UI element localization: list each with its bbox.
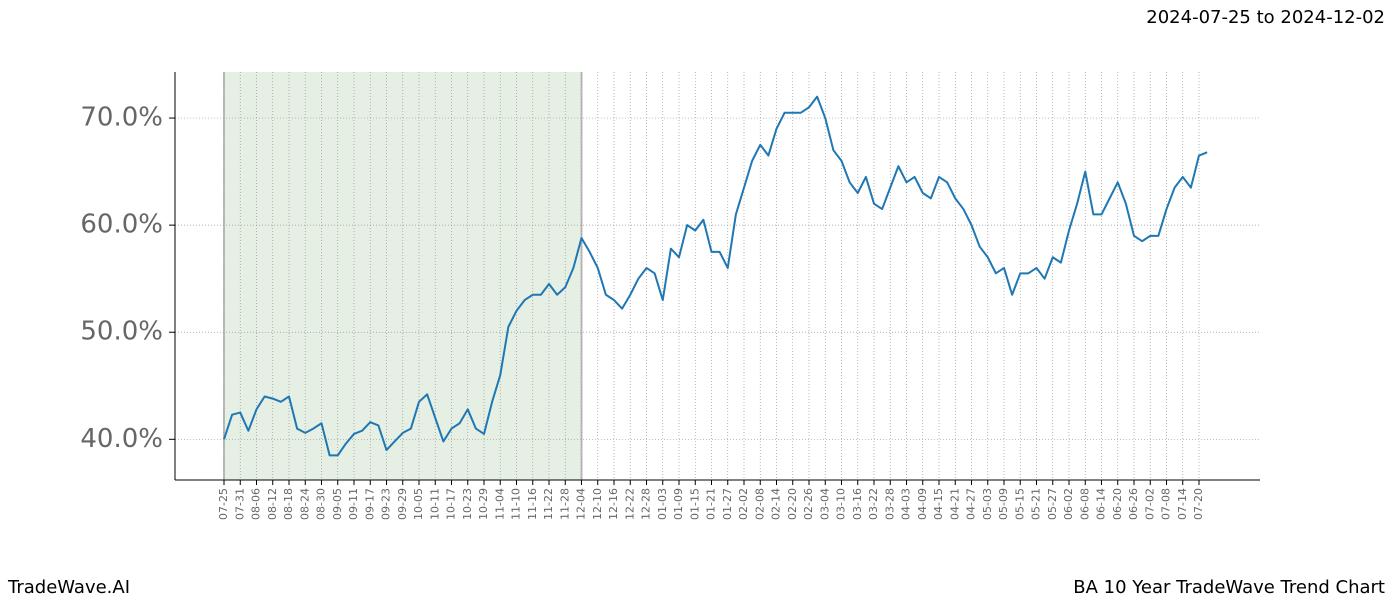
trend-line [223,95,1208,457]
x-tick-label: 03-28 [883,488,896,520]
x-tick-label: 07-14 [1176,488,1189,520]
x-tick-label: 09-05 [331,488,344,520]
x-tick-label: 10-29 [477,488,490,520]
x-tick-label: 09-23 [380,488,393,520]
x-tick-label: 12-04 [575,488,588,520]
y-tick-label: 50.0% [80,317,163,347]
x-tick-label: 10-23 [461,488,474,520]
x-tick-label: 07-25 [217,488,230,520]
y-tick-label: 70.0% [80,103,163,133]
x-tick-label: 10-17 [445,488,458,520]
x-tick-label: 07-31 [233,488,246,520]
x-tick-label: 03-22 [867,488,880,520]
x-tick-label: 02-02 [737,488,750,520]
x-tick-label: 05-09 [997,488,1010,520]
x-tick-label: 01-09 [672,488,685,520]
x-tick-label: 01-15 [688,488,701,520]
x-tick-label: 08-06 [250,488,263,520]
chart-title: BA 10 Year TradeWave Trend Chart [1073,577,1385,598]
x-tick-label: 08-30 [315,488,328,520]
x-tick-label: 01-03 [656,488,669,520]
x-tick-label: 11-10 [510,488,523,520]
x-tick-label: 02-20 [786,488,799,520]
x-tick-label: 10-11 [428,488,441,520]
x-tick-label: 05-21 [1030,488,1043,520]
x-tick-label: 06-20 [1111,488,1124,520]
x-tick-label: 01-27 [721,488,734,520]
x-tick-label: 04-21 [948,488,961,520]
x-tick-label: 04-09 [916,488,929,520]
x-tick-label: 10-05 [412,488,425,520]
x-tick-label: 05-15 [1013,488,1026,520]
x-tick-label: 09-29 [396,488,409,520]
x-tick-label: 11-22 [542,488,555,520]
x-tick-label: 07-20 [1192,488,1205,520]
y-tick-label: 60.0% [80,210,163,240]
brand: TradeWave.AI [7,577,130,598]
x-tick-label: 12-16 [607,488,620,520]
x-tick-label: 12-28 [640,488,653,520]
x-tick-label: 09-11 [347,488,360,520]
x-tick-label: 02-26 [802,488,815,520]
x-tick-label: 06-02 [1062,488,1075,520]
x-tick-label: 02-08 [753,488,766,520]
x-tick-label: 05-03 [981,488,994,520]
x-tick-label: 06-08 [1078,488,1091,520]
x-tick-label: 04-03 [900,488,913,520]
x-tick-label: 06-14 [1095,488,1108,520]
x-tick-label: 11-04 [493,488,506,520]
x-tick-label: 03-16 [851,488,864,520]
x-tick-label: 07-08 [1160,488,1173,520]
x-tick-label: 05-27 [1046,488,1059,520]
y-tick-label: 40.0% [80,424,163,454]
x-tick-label: 02-14 [770,488,783,520]
x-tick-label: 08-24 [298,488,311,520]
x-tick-label: 08-12 [266,488,279,520]
x-tick-label: 04-15 [932,488,945,520]
x-tick-label: 12-22 [623,488,636,520]
x-tick-label: 06-26 [1127,488,1140,520]
x-tick-label: 01-21 [705,488,718,520]
x-tick-label: 11-28 [558,488,571,520]
x-tick-label: 12-10 [591,488,604,520]
x-tick-label: 03-04 [818,488,831,520]
date-range: 2024-07-25 to 2024-12-02 [1146,7,1385,28]
x-tick-label: 11-16 [526,488,539,520]
x-tick-label: 09-17 [363,488,376,520]
x-tick-label: 04-27 [965,488,978,520]
x-tick-label: 08-18 [282,488,295,520]
x-tick-label: 03-10 [835,488,848,520]
x-tick-label: 07-02 [1143,488,1156,520]
